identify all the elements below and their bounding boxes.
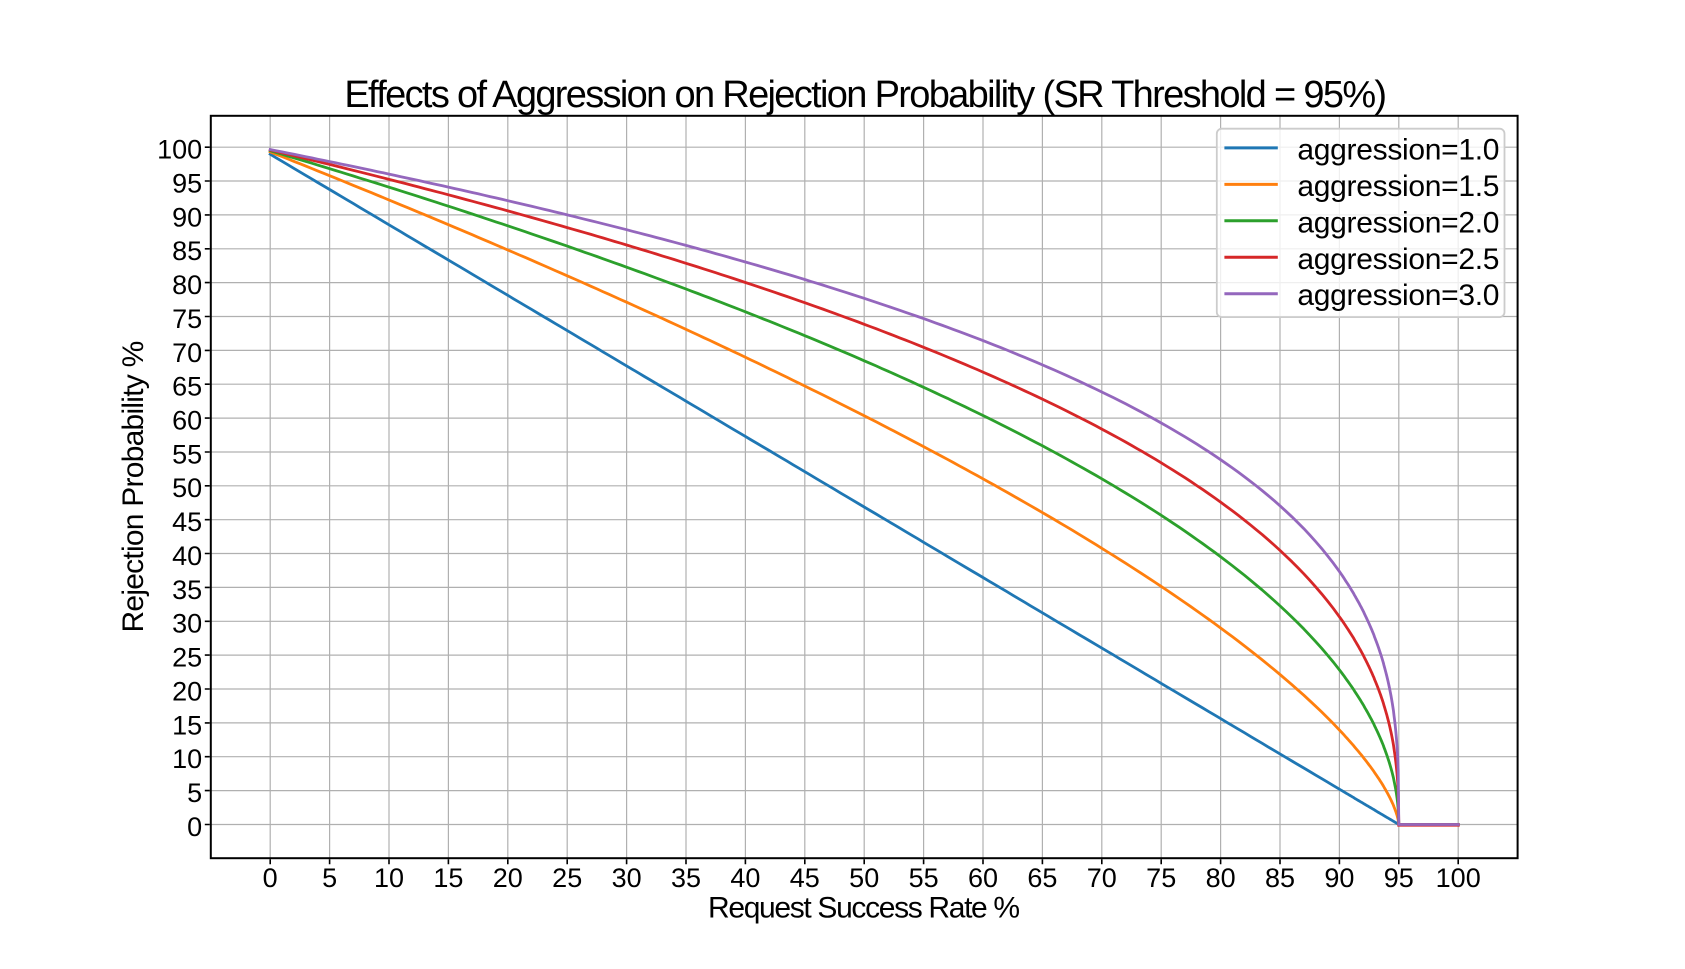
svg-text:80: 80 — [1206, 863, 1236, 893]
svg-text:45: 45 — [172, 507, 202, 537]
svg-text:Rejection Probability %: Rejection Probability % — [117, 341, 150, 632]
svg-text:65: 65 — [172, 372, 202, 402]
svg-text:35: 35 — [671, 863, 701, 893]
svg-text:aggression=2.0: aggression=2.0 — [1297, 206, 1499, 239]
svg-text:60: 60 — [172, 406, 202, 436]
svg-text:90: 90 — [1324, 863, 1354, 893]
svg-text:65: 65 — [1027, 863, 1057, 893]
svg-text:30: 30 — [612, 863, 642, 893]
svg-text:50: 50 — [849, 863, 879, 893]
svg-text:0: 0 — [263, 863, 278, 893]
svg-text:25: 25 — [172, 643, 202, 673]
svg-text:50: 50 — [172, 473, 202, 503]
svg-text:aggression=3.0: aggression=3.0 — [1297, 279, 1499, 312]
svg-text:75: 75 — [172, 304, 202, 334]
svg-text:10: 10 — [172, 744, 202, 774]
svg-text:100: 100 — [1436, 863, 1481, 893]
svg-text:25: 25 — [552, 863, 582, 893]
svg-text:aggression=1.0: aggression=1.0 — [1297, 133, 1499, 166]
svg-text:20: 20 — [172, 676, 202, 706]
svg-text:75: 75 — [1146, 863, 1176, 893]
svg-text:45: 45 — [790, 863, 820, 893]
svg-text:85: 85 — [1265, 863, 1295, 893]
svg-text:40: 40 — [172, 541, 202, 571]
svg-text:15: 15 — [172, 710, 202, 740]
svg-text:5: 5 — [322, 863, 337, 893]
svg-text:90: 90 — [172, 202, 202, 232]
svg-text:15: 15 — [433, 863, 463, 893]
svg-text:40: 40 — [730, 863, 760, 893]
svg-text:20: 20 — [493, 863, 523, 893]
svg-text:85: 85 — [172, 236, 202, 266]
svg-text:95: 95 — [1384, 863, 1414, 893]
svg-text:0: 0 — [187, 812, 202, 842]
svg-text:55: 55 — [909, 863, 939, 893]
svg-text:30: 30 — [172, 609, 202, 639]
svg-text:10: 10 — [374, 863, 404, 893]
svg-text:55: 55 — [172, 439, 202, 469]
svg-text:70: 70 — [1087, 863, 1117, 893]
svg-text:35: 35 — [172, 575, 202, 605]
svg-text:80: 80 — [172, 270, 202, 300]
svg-text:95: 95 — [172, 168, 202, 198]
svg-text:Request Success Rate %: Request Success Rate % — [708, 892, 1019, 925]
svg-text:aggression=1.5: aggression=1.5 — [1297, 170, 1499, 203]
svg-text:Effects of Aggression on Rejec: Effects of Aggression on Rejection Proba… — [344, 74, 1385, 116]
svg-text:aggression=2.5: aggression=2.5 — [1297, 243, 1499, 276]
svg-text:5: 5 — [187, 778, 202, 808]
svg-text:100: 100 — [157, 135, 202, 165]
svg-text:60: 60 — [968, 863, 998, 893]
svg-text:70: 70 — [172, 338, 202, 368]
